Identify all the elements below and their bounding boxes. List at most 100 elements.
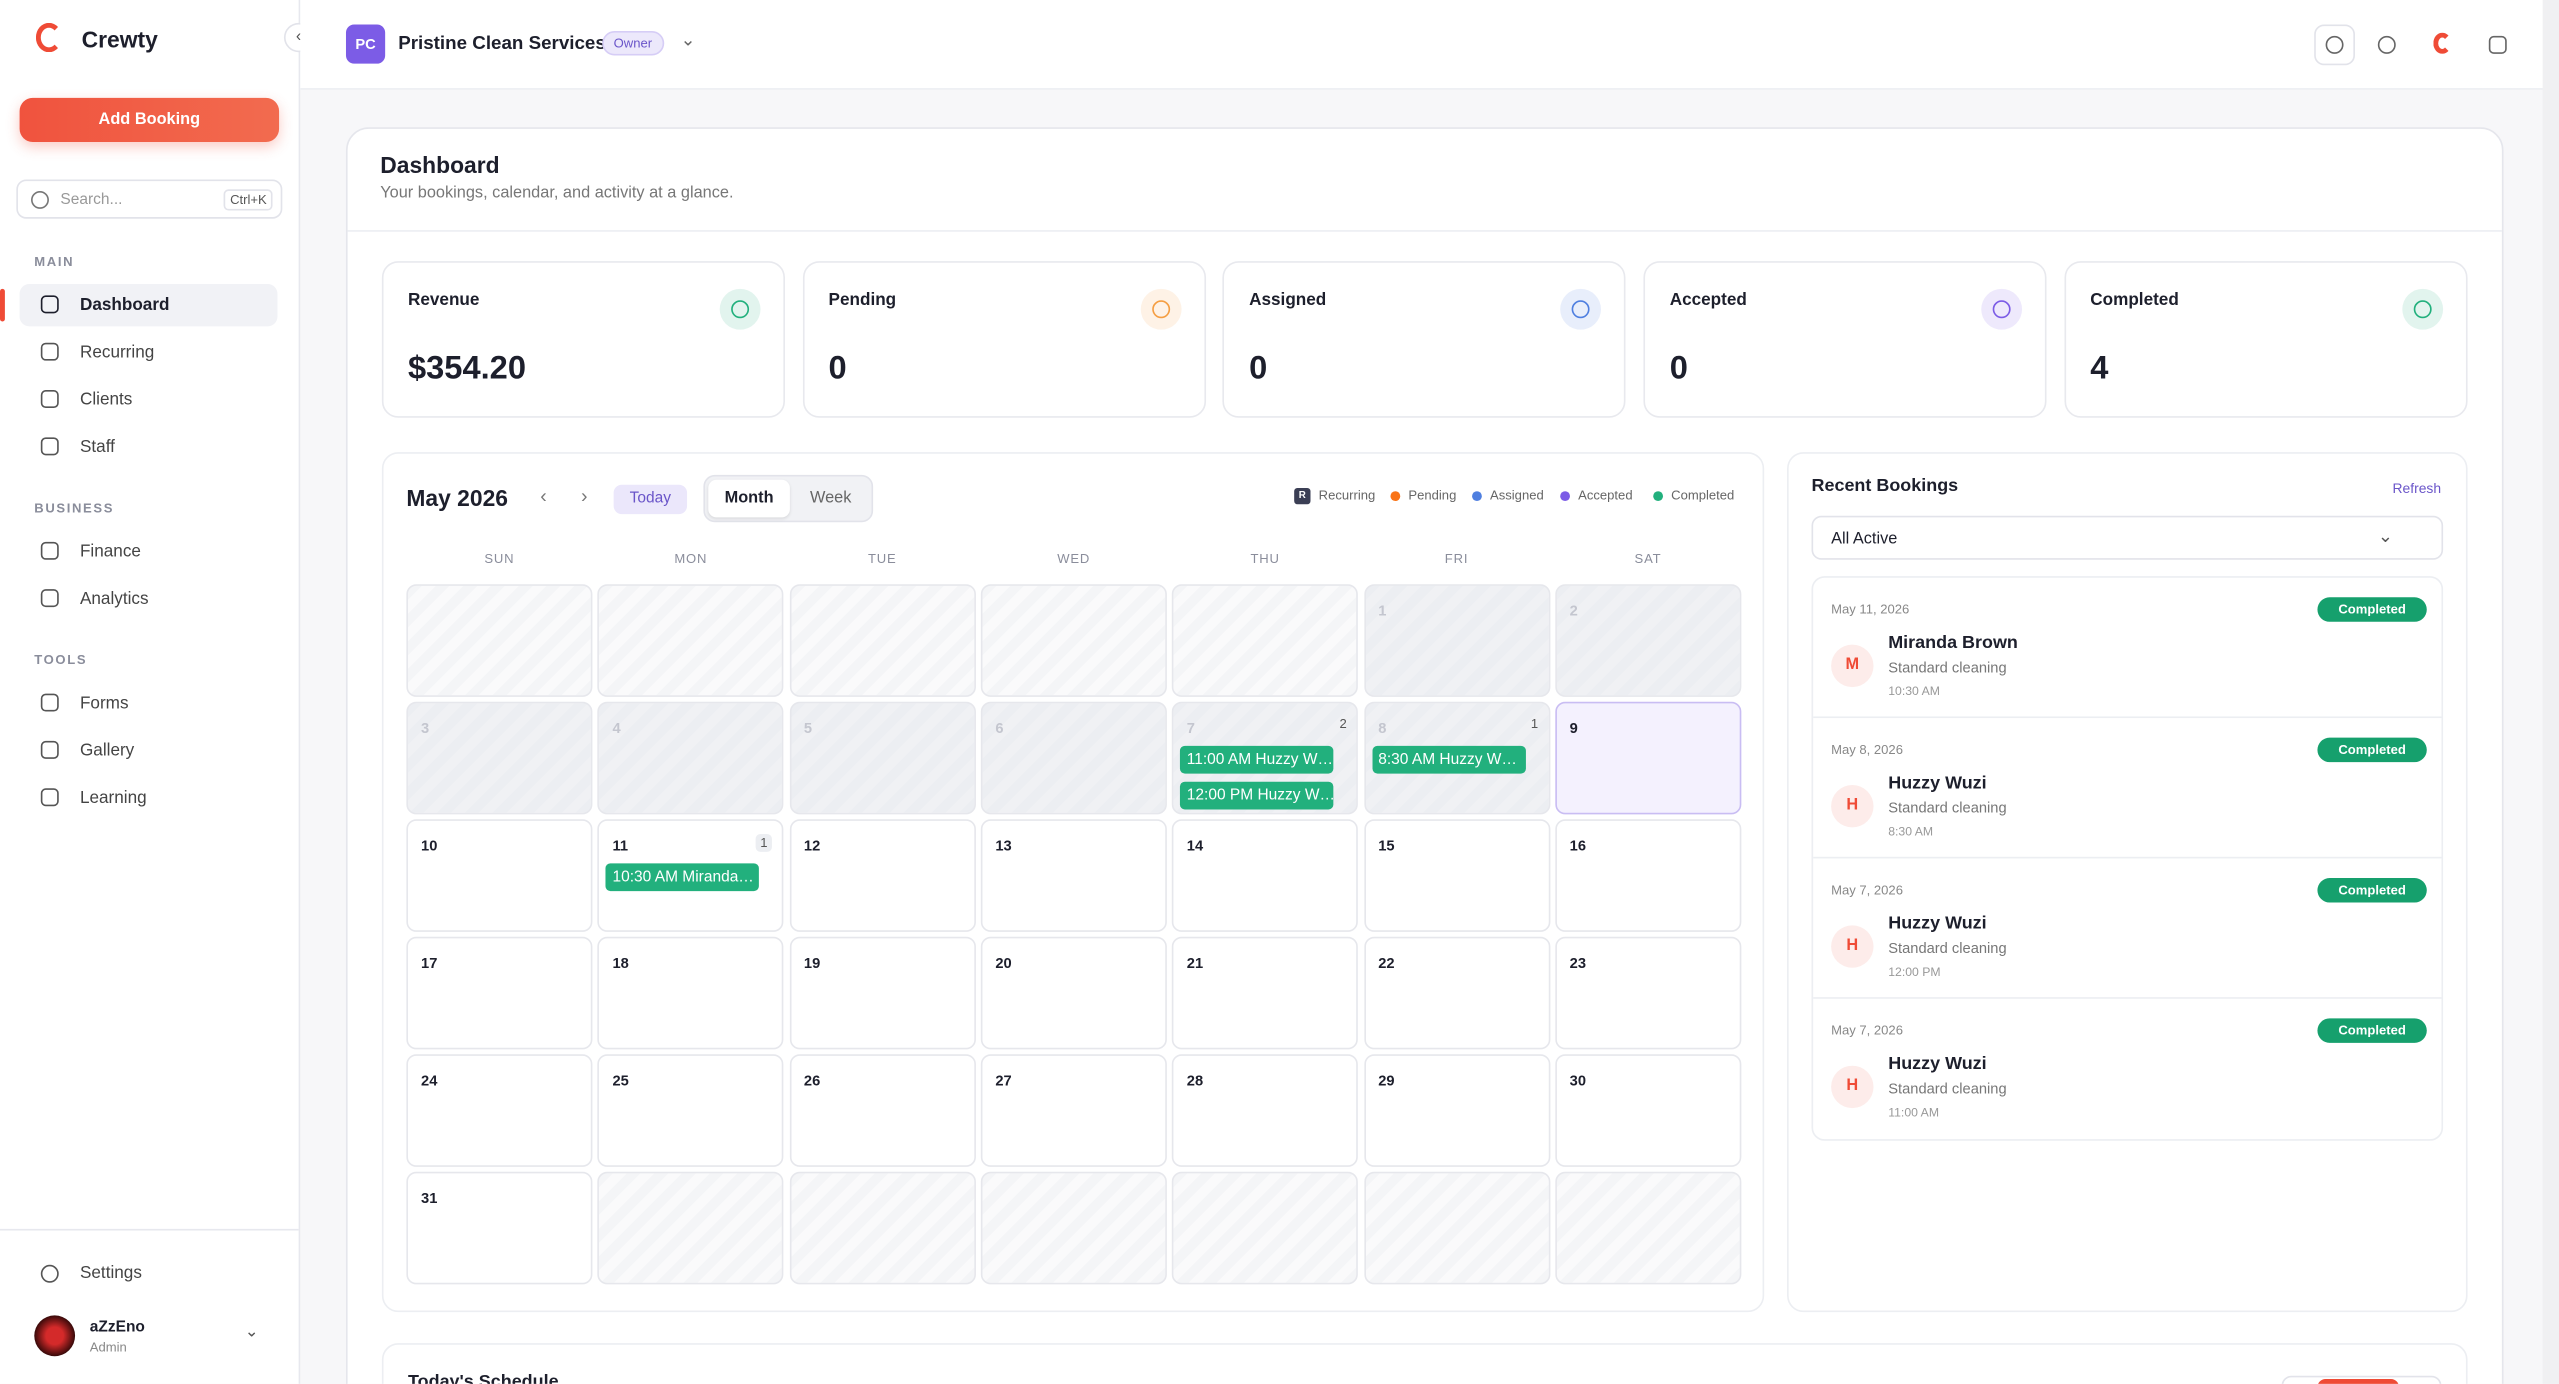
- prev-month[interactable]: ‹: [540, 484, 547, 508]
- nav-item[interactable]: Dashboard: [79, 295, 170, 315]
- filter-select[interactable]: All Active ⌄: [1811, 515, 2444, 560]
- settings-icon: [40, 1264, 59, 1283]
- calendar-day[interactable]: 27: [980, 1054, 1167, 1167]
- nav-item[interactable]: Clients: [79, 390, 133, 410]
- search-shortcut: Ctrl+K: [223, 189, 274, 211]
- calendar-day[interactable]: 20: [980, 936, 1167, 1050]
- calendar-day[interactable]: 15: [1363, 819, 1550, 932]
- day-number: 27: [995, 1072, 1012, 1089]
- section-title: TOOLS: [34, 652, 88, 668]
- nav-item[interactable]: Forms: [79, 693, 129, 714]
- nav-item[interactable]: Finance: [79, 541, 141, 562]
- calendar-day[interactable]: 12: [789, 819, 976, 932]
- client-name[interactable]: Huzzy Wuzi: [1888, 1054, 1987, 1074]
- client-name[interactable]: Huzzy Wuzi: [1888, 773, 1987, 794]
- calendar-day[interactable]: 28: [1172, 1054, 1359, 1167]
- stat-card: Completed 4: [2064, 261, 2468, 418]
- booking-date: May 7, 2026: [1831, 882, 1903, 898]
- settings-link[interactable]: Settings: [79, 1263, 142, 1283]
- day-number: 5: [803, 719, 813, 737]
- stat-icon-glyph: [1572, 300, 1591, 319]
- calendar-day[interactable]: 5: [789, 701, 976, 815]
- client-name[interactable]: Huzzy Wuzi: [1888, 913, 1987, 934]
- calendar-day[interactable]: 16: [1554, 819, 1742, 932]
- nav-active-bg: [19, 283, 278, 327]
- event-chip[interactable]: 8:30 AM Huzzy W…: [1371, 745, 1526, 774]
- section-title: MAIN: [34, 254, 75, 270]
- view-month[interactable]: Month: [708, 479, 790, 518]
- view-week[interactable]: Week: [809, 489, 852, 508]
- booking-time: 11:00 AM: [1888, 1104, 1940, 1120]
- calendar-day[interactable]: 18: [597, 936, 784, 1050]
- nav-item[interactable]: Recurring: [79, 342, 155, 363]
- nav-item[interactable]: Staff: [79, 437, 115, 457]
- service-name: Standard cleaning: [1888, 659, 2007, 676]
- nav-item[interactable]: Gallery: [79, 740, 135, 761]
- calendar-day[interactable]: 26: [789, 1054, 976, 1167]
- calendar-day[interactable]: 25: [597, 1054, 784, 1167]
- calendar-day[interactable]: 19: [789, 936, 976, 1050]
- stat-icon: [1560, 288, 1602, 330]
- calendar-day[interactable]: 30: [1554, 1054, 1742, 1167]
- calendar-day[interactable]: 17: [406, 936, 593, 1050]
- calendar-day[interactable]: 24: [406, 1054, 593, 1167]
- calendar-day[interactable]: 3: [406, 701, 593, 815]
- today-button[interactable]: Today: [613, 484, 688, 515]
- calendar-day[interactable]: 31: [406, 1171, 593, 1285]
- calendar-day[interactable]: 6: [980, 701, 1167, 815]
- event-chip[interactable]: 12:00 PM Huzzy W…: [1180, 781, 1334, 810]
- calendar-day[interactable]: 22: [1363, 936, 1550, 1050]
- calendar-day[interactable]: 2: [1554, 584, 1742, 697]
- list-divider: [1813, 856, 2442, 859]
- schedule-title: Today's Schedule: [408, 1372, 559, 1384]
- booking-time: 8:30 AM: [1888, 824, 1934, 839]
- search-box[interactable]: Search... Ctrl+K: [16, 179, 283, 219]
- weekday-header: SAT: [1634, 551, 1662, 567]
- service-name: Standard cleaning: [1888, 799, 2007, 816]
- app-logo-button[interactable]: [2433, 32, 2452, 54]
- day-number: 14: [1186, 837, 1204, 854]
- company-chevron[interactable]: ⌄: [680, 31, 696, 51]
- stat-value: 0: [1249, 350, 1268, 387]
- legend-dot: [1472, 491, 1482, 502]
- add-booking-button[interactable]: Add Booking: [19, 97, 280, 142]
- day-number: 12: [803, 837, 821, 854]
- calendar-day[interactable]: 13: [980, 819, 1167, 932]
- next-month[interactable]: ›: [580, 484, 588, 508]
- client-name[interactable]: Miranda Brown: [1888, 633, 2018, 653]
- legend-dot: [1560, 491, 1570, 502]
- calendar-day[interactable]: 7 2 11:00 AM Huzzy W… 12:00 PM Huzzy W…: [1172, 701, 1359, 815]
- calendar-day[interactable]: 11 1 10:30 AM Miranda…: [597, 819, 784, 932]
- calendar-day[interactable]: 23: [1554, 936, 1742, 1050]
- event-chip[interactable]: 10:30 AM Miranda…: [605, 863, 760, 892]
- day-number: 13: [995, 837, 1012, 854]
- event-chip[interactable]: 11:00 AM Huzzy W…: [1180, 745, 1334, 774]
- calendar-day[interactable]: 21: [1172, 936, 1359, 1050]
- company-initials: PC: [345, 24, 386, 64]
- calendar-day[interactable]: 9: [1554, 701, 1742, 815]
- company-name[interactable]: Pristine Clean Services: [398, 34, 606, 54]
- calendar-day[interactable]: 14: [1172, 819, 1359, 932]
- search-icon: [31, 190, 49, 209]
- user-menu-chevron[interactable]: ⌄: [244, 1323, 259, 1342]
- nav-item[interactable]: Analytics: [79, 589, 149, 609]
- legend-label: Pending: [1408, 487, 1457, 503]
- nav-item[interactable]: Learning: [79, 788, 147, 808]
- recent-title: Recent Bookings: [1811, 476, 1959, 497]
- theme-toggle[interactable]: [2314, 24, 2355, 66]
- calendar-day[interactable]: 4: [597, 701, 784, 815]
- nav-icon: [40, 740, 59, 759]
- booking-date: May 11, 2026: [1831, 602, 1910, 617]
- list-divider: [1813, 997, 2442, 999]
- nav-icon: [40, 541, 59, 560]
- calendar-day[interactable]: 8 1 8:30 AM Huzzy W…: [1363, 701, 1550, 815]
- calendar-day[interactable]: 10: [406, 819, 593, 932]
- stat-label: Completed: [2090, 290, 2179, 311]
- role-badge: Owner: [602, 31, 664, 56]
- refresh-link[interactable]: Refresh: [2392, 479, 2442, 497]
- calendar-day[interactable]: 29: [1363, 1054, 1550, 1167]
- legend-label: Accepted: [1578, 487, 1633, 503]
- calendar-day[interactable]: 1: [1363, 584, 1550, 697]
- sidebar: [0, 0, 301, 1384]
